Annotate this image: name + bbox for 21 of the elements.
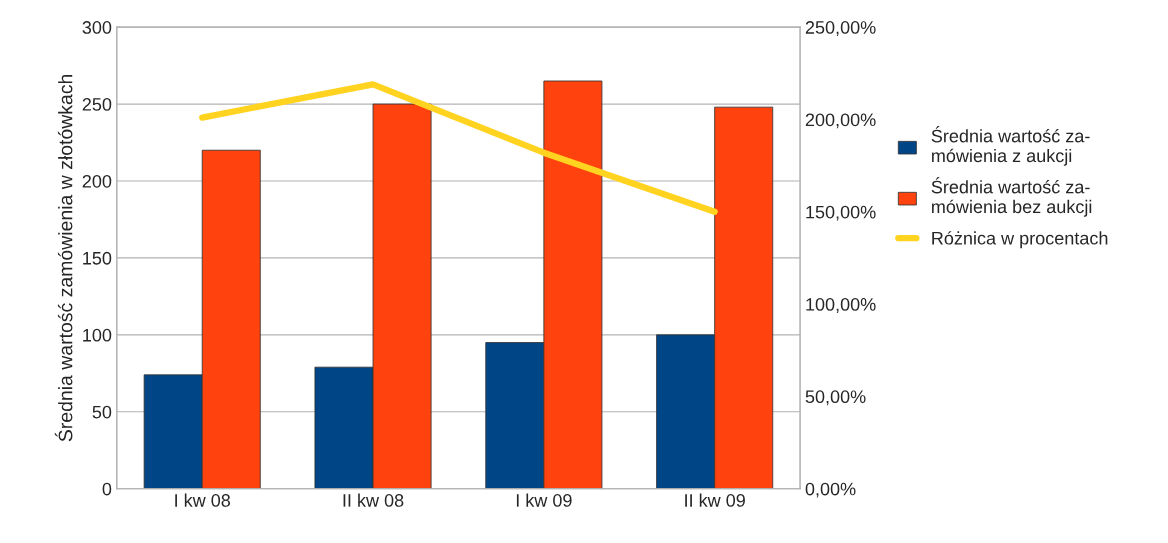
y2-tick-label: 200,00% <box>805 113 876 129</box>
x-tick-label: II kw 08 <box>343 493 404 507</box>
y-tick-label: 250 <box>82 98 112 111</box>
x-tick-label: I kw 09 <box>516 493 572 507</box>
y-axis-title: Średnia wartość zamówienia w złotówkach <box>54 74 73 442</box>
y2-tick-label: 100,00% <box>806 298 876 313</box>
y2-tick-label: 150,00% <box>806 205 876 221</box>
y-tick-label: 300 <box>82 21 112 34</box>
legend-label: Różnica w procentach <box>932 231 1108 249</box>
x-tick-label: I kw 08 <box>175 493 231 507</box>
legend-label: Średnia wartość za- mówienia z aukcji <box>931 126 1090 166</box>
x-tick-label: II kw 09 <box>685 493 745 507</box>
y-tick-label: 0 <box>102 482 112 496</box>
legend-label: Średnia wartość za- mówienia bez aukcji <box>931 177 1092 217</box>
y2-tick-label: 250,00% <box>805 21 876 36</box>
y-tick-label: 150 <box>83 251 112 265</box>
y-tick-label: 100 <box>83 328 112 342</box>
y-tick-label: 50 <box>92 405 112 419</box>
y2-tick-label: 0,00% <box>805 482 856 498</box>
y-tick-label: 200 <box>82 174 112 188</box>
y2-tick-label: 50,00% <box>805 390 866 406</box>
